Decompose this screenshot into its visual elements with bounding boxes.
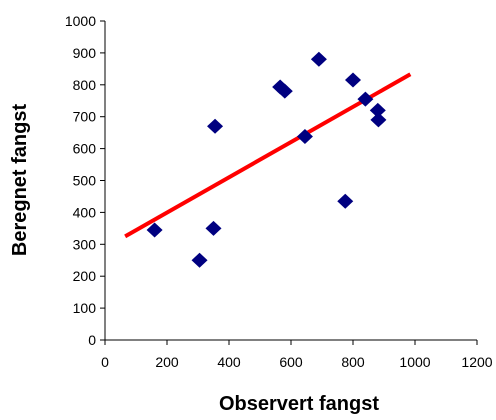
x-tick-label: 400 bbox=[217, 354, 241, 370]
y-axis: 0 100 200 300 400 500 600 700 800 900 1000 bbox=[65, 13, 106, 348]
y-tick-label: 600 bbox=[73, 141, 97, 157]
data-point-marker bbox=[191, 252, 208, 268]
x-tick-label: 600 bbox=[279, 354, 303, 370]
data-point-marker bbox=[337, 193, 354, 209]
data-point-marker bbox=[276, 83, 293, 99]
x-tick-label: 1000 bbox=[399, 354, 430, 370]
data-point-marker bbox=[370, 112, 387, 128]
data-point-marker bbox=[345, 72, 361, 88]
data-point-marker bbox=[207, 118, 224, 134]
y-tick-label: 700 bbox=[73, 109, 97, 125]
series-layer bbox=[124, 51, 412, 268]
data-point-marker bbox=[357, 91, 374, 107]
x-axis-title: Observert fangst bbox=[219, 393, 379, 415]
y-tick-label: 900 bbox=[73, 45, 97, 61]
y-tick-label: 300 bbox=[73, 236, 97, 252]
y-tick-label: 800 bbox=[73, 77, 97, 93]
data-point-marker bbox=[205, 220, 222, 236]
data-point-marker bbox=[296, 128, 313, 144]
data-point-marker bbox=[369, 102, 386, 118]
x-tick-label: 800 bbox=[341, 354, 365, 370]
y-tick-label: 500 bbox=[73, 173, 97, 189]
x-tick-label: 200 bbox=[155, 354, 179, 370]
y-tick-label: 0 bbox=[88, 332, 96, 348]
x-tick-label: 1200 bbox=[461, 354, 492, 370]
data-point-marker bbox=[146, 222, 163, 238]
x-tick-label: 0 bbox=[101, 354, 109, 370]
y-tick-label: 1000 bbox=[65, 13, 96, 29]
y-tick-label: 400 bbox=[73, 204, 97, 220]
y-tick-label: 200 bbox=[73, 268, 97, 284]
y-tick-label: 100 bbox=[73, 300, 97, 316]
y-axis-title: Beregnet fangst bbox=[9, 104, 31, 257]
x-axis: 0 200 400 600 800 1000 1200 bbox=[101, 339, 493, 370]
data-point-marker bbox=[310, 51, 327, 67]
